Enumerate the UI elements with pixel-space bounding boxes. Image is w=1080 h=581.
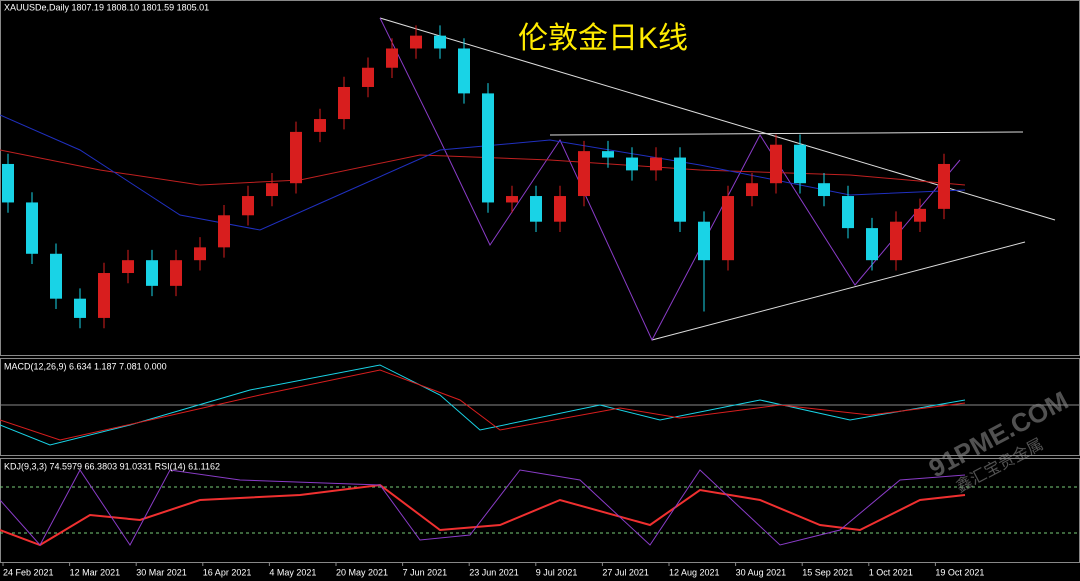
candle-body bbox=[482, 93, 494, 203]
candle-body bbox=[218, 215, 230, 248]
x-tick-label: 15 Sep 2021 bbox=[802, 567, 853, 577]
candle-body bbox=[650, 157, 662, 171]
x-tick-label: 7 Jun 2021 bbox=[403, 567, 448, 577]
candle-body bbox=[770, 144, 782, 184]
candle-body bbox=[434, 35, 446, 49]
zigzag-line bbox=[379, 17, 961, 342]
macd-label: MACD(12,26,9) 6.634 1.187 7.081 0.000 bbox=[4, 361, 167, 371]
kdj-j-line bbox=[0, 469, 966, 546]
candle-body bbox=[98, 273, 110, 318]
candle-body bbox=[698, 221, 710, 261]
candle-body bbox=[170, 260, 182, 286]
x-tick-label: 16 Apr 2021 bbox=[203, 567, 252, 577]
candle-body bbox=[818, 183, 830, 197]
x-tick-label: 1 Oct 2021 bbox=[869, 567, 913, 577]
macd-line bbox=[0, 364, 966, 446]
candle-body bbox=[722, 196, 734, 261]
candle-body bbox=[458, 48, 470, 94]
candle-body bbox=[914, 208, 926, 222]
trendline bbox=[651, 241, 1026, 341]
candle-body bbox=[938, 163, 950, 209]
x-tick-label: 30 Mar 2021 bbox=[136, 567, 187, 577]
candle-body bbox=[410, 35, 422, 49]
candle-body bbox=[2, 163, 14, 203]
candle-body bbox=[50, 253, 62, 299]
candle-body bbox=[338, 86, 350, 120]
candle-body bbox=[674, 157, 686, 222]
candle-body bbox=[842, 196, 854, 229]
candle-body bbox=[386, 48, 398, 68]
candle-body bbox=[26, 202, 38, 254]
x-tick-label: 19 Oct 2021 bbox=[935, 567, 984, 577]
x-tick-label: 12 Mar 2021 bbox=[70, 567, 121, 577]
kdj-label: KDJ(9,3,3) 74.5979 66.3803 91.0331 RSI(1… bbox=[4, 461, 220, 471]
candle-body bbox=[626, 157, 638, 171]
trendline bbox=[549, 131, 1024, 136]
x-tick-label: 9 Jul 2021 bbox=[536, 567, 578, 577]
candle-body bbox=[314, 119, 326, 132]
x-tick-label: 23 Jun 2021 bbox=[469, 567, 519, 577]
candle-body bbox=[866, 228, 878, 261]
x-tick-label: 24 Feb 2021 bbox=[3, 567, 54, 577]
candle-body bbox=[554, 196, 566, 222]
candle-body bbox=[122, 260, 134, 274]
x-tick-label: 27 Jul 2021 bbox=[602, 567, 649, 577]
rsi-line bbox=[0, 483, 966, 547]
candle-body bbox=[602, 151, 614, 158]
candle-body bbox=[362, 67, 374, 87]
candle-body bbox=[506, 196, 518, 203]
x-axis: 24 Feb 2021 12 Mar 2021 30 Mar 2021 16 Apr … bbox=[2, 562, 984, 577]
candle-body bbox=[146, 260, 158, 286]
candle-body bbox=[794, 144, 806, 184]
candle-body bbox=[266, 183, 278, 197]
candle-body bbox=[194, 247, 206, 261]
candle-body bbox=[578, 151, 590, 197]
candle-body bbox=[74, 298, 86, 318]
candle-body bbox=[890, 221, 902, 261]
candle-body bbox=[746, 183, 758, 197]
candles bbox=[2, 25, 950, 329]
x-tick-label: 12 Aug 2021 bbox=[669, 567, 720, 577]
signal-line bbox=[0, 369, 966, 441]
x-tick-label: 30 Aug 2021 bbox=[736, 567, 787, 577]
candle-body bbox=[530, 196, 542, 222]
candle-body bbox=[290, 131, 302, 184]
candle-body bbox=[242, 196, 254, 216]
x-tick-label: 4 May 2021 bbox=[269, 567, 316, 577]
x-tick-label: 20 May 2021 bbox=[336, 567, 388, 577]
header: XAUUSDe,Daily 1807.19 1808.10 1801.59 18… bbox=[4, 2, 209, 12]
chart-title: 伦敦金日K线 bbox=[518, 22, 688, 55]
